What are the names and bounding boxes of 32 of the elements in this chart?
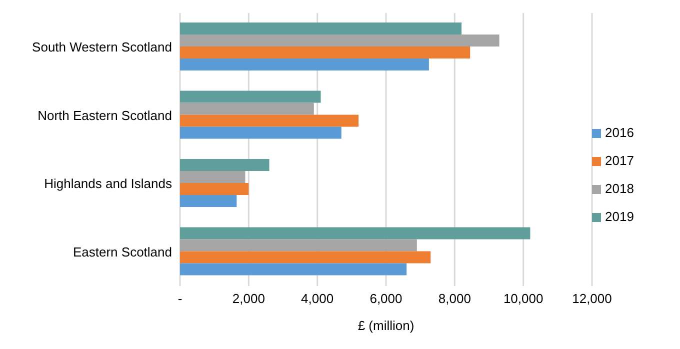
legend-label: 2019 [605, 208, 634, 224]
bar [180, 126, 342, 139]
bar [180, 159, 270, 172]
bar [180, 114, 359, 127]
bar [180, 22, 462, 35]
bar [180, 102, 314, 115]
bar [180, 227, 530, 240]
x-tick-label: 12,000 [572, 291, 612, 306]
legend-label: 2018 [605, 180, 634, 196]
x-axis-title: £ (million) [358, 318, 414, 333]
bar [180, 171, 246, 184]
x-tick-label: 8,000 [438, 291, 471, 306]
x-tick-label: 10,000 [503, 291, 544, 306]
bar [180, 263, 407, 276]
bar [180, 239, 417, 252]
bar [180, 46, 470, 59]
bar [180, 58, 429, 71]
x-tick-label: - [178, 291, 182, 306]
y-tick-label: North Eastern Scotland [38, 108, 172, 123]
bar [180, 195, 237, 208]
y-tick-label: Highlands and Islands [44, 176, 172, 192]
bar [180, 251, 431, 264]
y-tick-label: Eastern Scotland [72, 244, 172, 260]
legend-label: 2017 [605, 152, 634, 168]
x-tick-label: 2,000 [232, 291, 265, 306]
bar [180, 34, 500, 47]
y-tick-label: South Western Scotland [32, 40, 172, 55]
x-tick-label: 6,000 [370, 291, 402, 306]
legend-label: 2016 [605, 124, 634, 140]
x-tick-label: 4,000 [301, 291, 334, 306]
bar [180, 183, 249, 196]
bar [180, 90, 321, 103]
